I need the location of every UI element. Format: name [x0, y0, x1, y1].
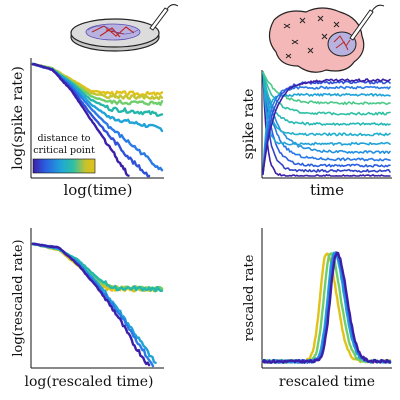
series-line [31, 63, 130, 177]
series-line [31, 242, 157, 364]
panel-bottom-left-xlabel: log(rescaled time) [25, 374, 154, 390]
series-line [262, 71, 391, 126]
panel-top-right-series [262, 71, 391, 177]
panel-bottom-left-series [31, 242, 164, 368]
panel-bottom-left-ylabel: log(rescaled rate) [11, 239, 26, 356]
series-line [262, 71, 391, 137]
panel-top-left-ylabel: log(spike rate) [10, 66, 26, 170]
panel-top-left-axes [30, 58, 164, 179]
colorbar [32, 158, 96, 174]
colorbar-label-line-2: critical point [33, 145, 95, 156]
series-line [262, 71, 391, 168]
panel-bottom-right-series [261, 251, 392, 364]
colorbar-label-line-1: distance to [37, 133, 90, 144]
panel-top-left-series [31, 62, 164, 178]
panel-bottom-right-ylabel: rescaled rate [242, 254, 257, 341]
petri-dish-icon [70, 4, 179, 52]
series-line [261, 251, 392, 364]
series-line [262, 71, 391, 146]
series-line [31, 242, 151, 367]
brain-icon [268, 4, 385, 73]
series-line [262, 71, 391, 177]
series-line [262, 71, 391, 116]
series-line [262, 71, 391, 173]
panel-bottom-right-axes [261, 228, 392, 369]
panel-bottom-left-axes [30, 228, 164, 369]
panel-top-right-axes [261, 70, 392, 179]
panel-top-right-ylabel: spike rate [241, 89, 257, 160]
panel-top-right-xlabel: time [310, 181, 344, 199]
series-line [262, 71, 391, 154]
series-line [262, 71, 391, 162]
series-line [262, 78, 391, 175]
panel-bottom-right-xlabel: rescaled time [279, 374, 375, 390]
panel-top-left-xlabel: log(time) [63, 181, 132, 199]
